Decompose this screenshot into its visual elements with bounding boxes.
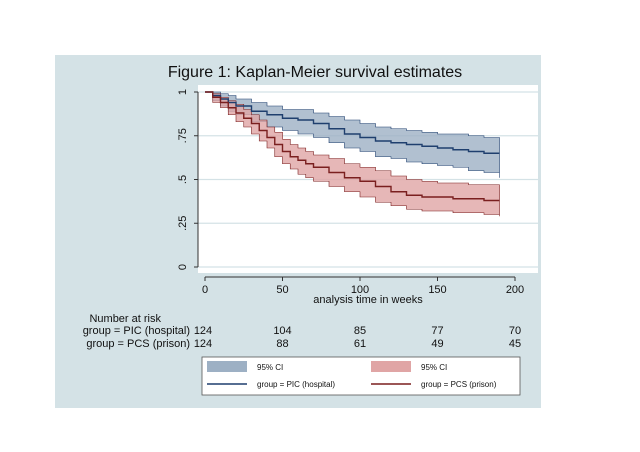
survival-curves (205, 91, 500, 202)
risk-value-1-0: 124 (194, 338, 212, 350)
x-tick-label-4: 200 (506, 284, 524, 296)
y-tick-label-2: .5 (177, 175, 189, 184)
chart-title: Figure 1: Kaplan-Meier survival estimate… (168, 64, 462, 81)
x-tick-label-1: 50 (276, 284, 288, 296)
confidence-bands (205, 91, 500, 217)
x-tick-label-0: 0 (202, 284, 208, 296)
legend-label-2: group = PIC (hospital) (257, 380, 335, 389)
risk-value-0-1: 104 (273, 325, 291, 337)
chart-panel: Figure 1: Kaplan-Meier survival estimate… (55, 55, 541, 408)
risk-value-0-3: 77 (431, 325, 443, 337)
km-chart: Figure 1: Kaplan-Meier survival estimate… (83, 64, 538, 396)
legend-label-1: 95% CI (421, 363, 447, 372)
axes: 0 .25 .5 .75 1 0 50 100 150 200 (177, 89, 524, 296)
risk-value-0-2: 85 (354, 325, 366, 337)
y-tick-label-0: 0 (177, 264, 189, 270)
risk-value-1-3: 49 (431, 338, 443, 350)
risk-table-header: Number at risk (89, 313, 161, 325)
x-tick-label-3: 150 (428, 284, 446, 296)
survival-line-1 (205, 91, 500, 202)
ci-band-0 (205, 91, 500, 178)
y-tick-label-3: .75 (177, 128, 189, 143)
risk-value-1-2: 61 (354, 338, 366, 350)
legend-label-0: 95% CI (257, 363, 283, 372)
legend: 95% CI 95% CI group = PIC (hospital) group … (201, 356, 521, 396)
risk-value-1-1: 88 (276, 338, 288, 350)
y-tick-label-4: 1 (177, 89, 189, 95)
risk-row-label-1: group = PCS (prison) (86, 338, 190, 350)
legend-box (201, 356, 521, 396)
survival-line-0 (205, 91, 500, 154)
legend-swatch-ci-1 (371, 361, 411, 372)
risk-value-0-0: 124 (194, 325, 212, 337)
x-axis-label: analysis time in weeks (313, 294, 423, 306)
risk-value-0-4: 70 (509, 325, 521, 337)
risk-row-label-0: group = PIC (hospital) (83, 325, 190, 337)
legend-label-3: group = PCS (prison) (421, 380, 497, 389)
ci-band-1 (205, 91, 500, 217)
x-tick-label-2: 100 (351, 284, 369, 296)
legend-swatch-ci-0 (207, 361, 247, 372)
risk-value-1-4: 45 (509, 338, 521, 350)
y-tick-label-1: .25 (177, 216, 189, 231)
